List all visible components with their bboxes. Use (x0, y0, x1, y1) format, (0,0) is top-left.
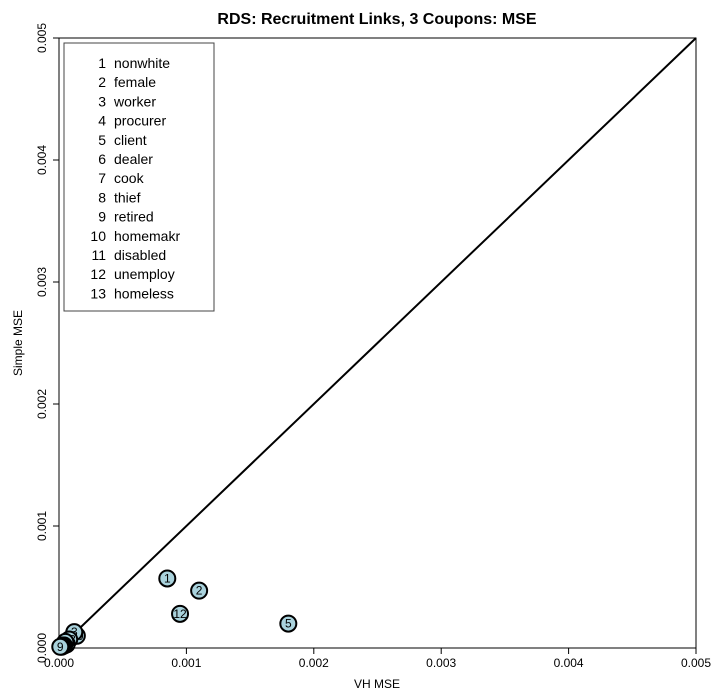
legend-item-number: 2 (98, 74, 106, 90)
legend-item-number: 12 (90, 266, 106, 282)
point-label: 9 (57, 640, 64, 654)
legend-item-label: client (114, 132, 147, 148)
legend-item-number: 5 (98, 132, 106, 148)
legend-item: 9 retired (98, 209, 153, 225)
legend-item-number: 1 (98, 55, 106, 71)
legend-item-label: unemploy (114, 266, 175, 282)
x-tick-label: 0.001 (171, 656, 201, 670)
point-label: 1 (164, 571, 171, 585)
legend-item-number: 4 (98, 113, 106, 129)
point-marker (158, 569, 177, 588)
legend-item-label: nonwhite (114, 55, 170, 71)
legend-item-number: 10 (90, 228, 106, 244)
legend: 1 nonwhite 2 female 3 worker 4 procurer 5 client 6… (63, 42, 215, 312)
y-tick-label: 0.001 (35, 511, 49, 541)
legend-item-number: 13 (90, 285, 106, 301)
legend-item-label: retired (114, 209, 154, 225)
data-point: 5 (279, 614, 298, 633)
legend-item: 13 homeless (90, 285, 174, 301)
data-point: 12 (171, 604, 190, 623)
y-tick-label: 0.000 (35, 633, 49, 663)
data-point: 2 (190, 581, 209, 600)
point-marker (190, 581, 209, 600)
legend-item: 7 cook (98, 170, 144, 186)
y-tick-label: 0.004 (35, 145, 49, 175)
legend-item-label: dealer (114, 151, 153, 167)
legend-box (63, 42, 215, 312)
legend-item: 2 female (98, 74, 156, 90)
point-marker (171, 604, 190, 623)
legend-item: 6 dealer (98, 151, 153, 167)
y-axis-label: Simple MSE (11, 310, 25, 376)
legend-item-number: 11 (91, 247, 106, 263)
point-label: 2 (196, 584, 203, 598)
legend-item: 12 unemploy (90, 266, 174, 282)
x-axis-label: VH MSE (354, 677, 400, 691)
point-marker (51, 637, 70, 656)
x-tick-label: 0.002 (299, 656, 329, 670)
legend-item-label: procurer (114, 113, 166, 129)
legend-item-number: 6 (98, 151, 106, 167)
legend-item: 8 thief (98, 189, 140, 205)
point-label: 5 (285, 617, 292, 631)
x-tick-label: 0.003 (426, 656, 456, 670)
x-tick-label: 0.005 (681, 656, 711, 670)
chart-title: RDS: Recruitment Links, 3 Coupons: MSE (217, 11, 536, 28)
legend-item-label: thief (114, 189, 141, 205)
x-tick-label: 0.000 (44, 656, 74, 670)
legend-item-label: homemakr (114, 228, 180, 244)
legend-item: 3 worker (98, 93, 156, 109)
y-tick-label: 0.002 (35, 389, 49, 419)
legend-item: 1 nonwhite (98, 55, 170, 71)
legend-item-number: 7 (98, 170, 106, 186)
y-axis: 0.000 0.001 0.002 0.003 0.004 0.005 (35, 23, 59, 663)
legend-item: 4 procurer (98, 113, 166, 129)
legend-item-label: homeless (114, 285, 174, 301)
legend-item: 11 disabled (91, 247, 166, 263)
legend-item-number: 9 (98, 209, 106, 225)
point-label: 3 (71, 625, 78, 639)
data-point: 1 (158, 569, 177, 588)
legend-item-label: disabled (114, 247, 166, 263)
legend-item-number: 8 (98, 189, 106, 205)
plot-area (58, 37, 697, 649)
legend-item: 5 client (98, 132, 147, 148)
data-point: 9 (51, 637, 70, 656)
x-axis: 0.000 0.001 0.002 0.003 0.004 0.005 (44, 648, 711, 670)
data-points: 52121103138611749 (51, 569, 298, 656)
legend-item: 10 homemakr (90, 228, 180, 244)
point-label: 12 (173, 607, 187, 621)
legend-item-label: cook (114, 170, 145, 186)
point-marker (279, 614, 298, 633)
y-tick-label: 0.003 (35, 267, 49, 297)
y-tick-label: 0.005 (35, 23, 49, 53)
x-tick-label: 0.004 (554, 656, 584, 670)
identity-line (58, 37, 697, 649)
legend-item-label: female (114, 74, 156, 90)
legend-item-number: 3 (98, 93, 106, 109)
legend-item-label: worker (113, 93, 156, 109)
